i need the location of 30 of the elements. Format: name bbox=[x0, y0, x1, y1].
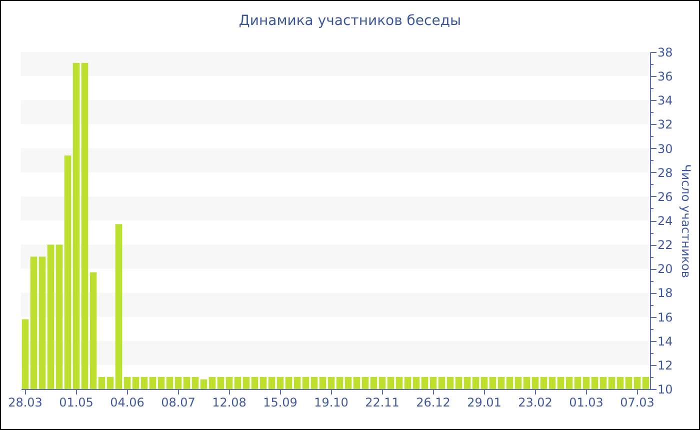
y-tick-label: 12 bbox=[658, 358, 673, 372]
x-tick-label: 04.06 bbox=[110, 396, 144, 410]
x-tick-label: 23.02 bbox=[518, 396, 552, 410]
y-tick-label: 28 bbox=[658, 166, 673, 180]
x-tick-label: 22.11 bbox=[365, 396, 400, 410]
x-tick-label: 07.03 bbox=[620, 396, 654, 410]
y-tick-label: 36 bbox=[658, 70, 673, 84]
x-tick-label: 19.10 bbox=[314, 396, 348, 410]
y-tick-label: 16 bbox=[658, 310, 673, 324]
x-tick-label: 01.05 bbox=[59, 396, 94, 410]
y-tick-label: 18 bbox=[658, 286, 673, 300]
y-tick-label: 22 bbox=[658, 238, 673, 252]
x-tick-label: 01.03 bbox=[569, 396, 604, 410]
y-tick-label: 20 bbox=[658, 262, 673, 276]
y-tick-label: 38 bbox=[658, 46, 673, 60]
y-tick-label: 14 bbox=[658, 334, 673, 348]
y-tick-label: 24 bbox=[658, 214, 673, 228]
x-tick-label: 28.03 bbox=[8, 396, 42, 410]
y-axis-title: Число участников bbox=[678, 164, 693, 278]
x-tick-label: 29.01 bbox=[467, 396, 502, 410]
y-tick-label: 30 bbox=[658, 142, 673, 156]
y-tick-label: 34 bbox=[658, 94, 673, 108]
y-tick-label: 10 bbox=[658, 382, 673, 396]
y-tick-label: 26 bbox=[658, 190, 673, 204]
x-tick-label: 26.12 bbox=[416, 396, 450, 410]
chart-title: Динамика участников беседы bbox=[238, 13, 462, 29]
x-tick-label: 15.09 bbox=[263, 396, 298, 410]
x-tick-label: 12.08 bbox=[212, 396, 246, 410]
x-tick-label: 08.07 bbox=[161, 396, 196, 410]
y-tick-label: 32 bbox=[658, 118, 673, 132]
